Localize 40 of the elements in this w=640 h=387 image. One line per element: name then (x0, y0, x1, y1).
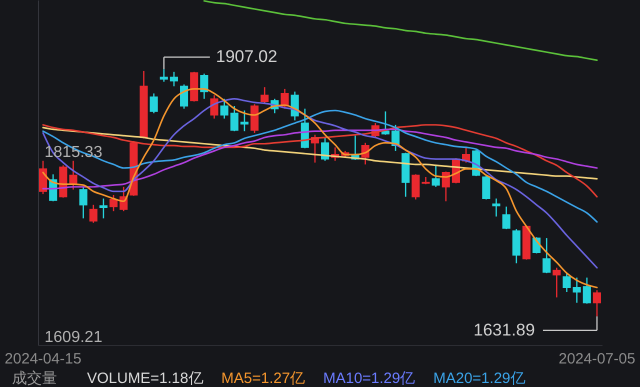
candlestick (170, 71, 178, 87)
candlestick (150, 92, 158, 114)
text: 成交量 (12, 370, 57, 387)
line-series (42, 110, 598, 223)
candlestick (79, 186, 88, 219)
candlestick (89, 204, 98, 224)
candlestick (562, 272, 571, 293)
candlestick (432, 164, 440, 188)
annotation: 1631.89 (474, 320, 535, 340)
candlestick (220, 98, 228, 120)
text: MA10=1.29亿 (323, 370, 416, 387)
candlestick (210, 94, 218, 120)
candlestick (502, 206, 510, 230)
candlestick (482, 174, 490, 200)
candlestick (280, 88, 289, 110)
candlestick (572, 276, 581, 304)
line-series (203, 0, 598, 61)
candlestick (240, 110, 248, 132)
candlestick (99, 198, 108, 219)
x-tick-label: 2024-04-15 (4, 350, 82, 368)
candlestick (552, 267, 561, 298)
candlestick (442, 170, 450, 202)
candlestick (180, 84, 188, 110)
line-series (42, 126, 598, 180)
candlestick (110, 194, 118, 212)
line-series (42, 124, 598, 198)
candlestick (381, 110, 390, 136)
y-tick-label: 1609.21 (44, 329, 102, 346)
text: MA5=1.27亿 (221, 370, 306, 387)
candlestick (492, 198, 500, 218)
candlestick (542, 237, 551, 274)
candlestick (582, 276, 591, 304)
candlestick (69, 160, 78, 190)
candlestick (230, 105, 238, 132)
text: MA20=1.29亿 (433, 370, 526, 387)
candlestick (412, 174, 420, 200)
text: VOLUME=1.18亿 (87, 370, 204, 387)
candlestick (260, 86, 269, 104)
annotation: 1907.02 (216, 47, 278, 66)
x-tick-label: 2024-07-05 (558, 350, 636, 368)
